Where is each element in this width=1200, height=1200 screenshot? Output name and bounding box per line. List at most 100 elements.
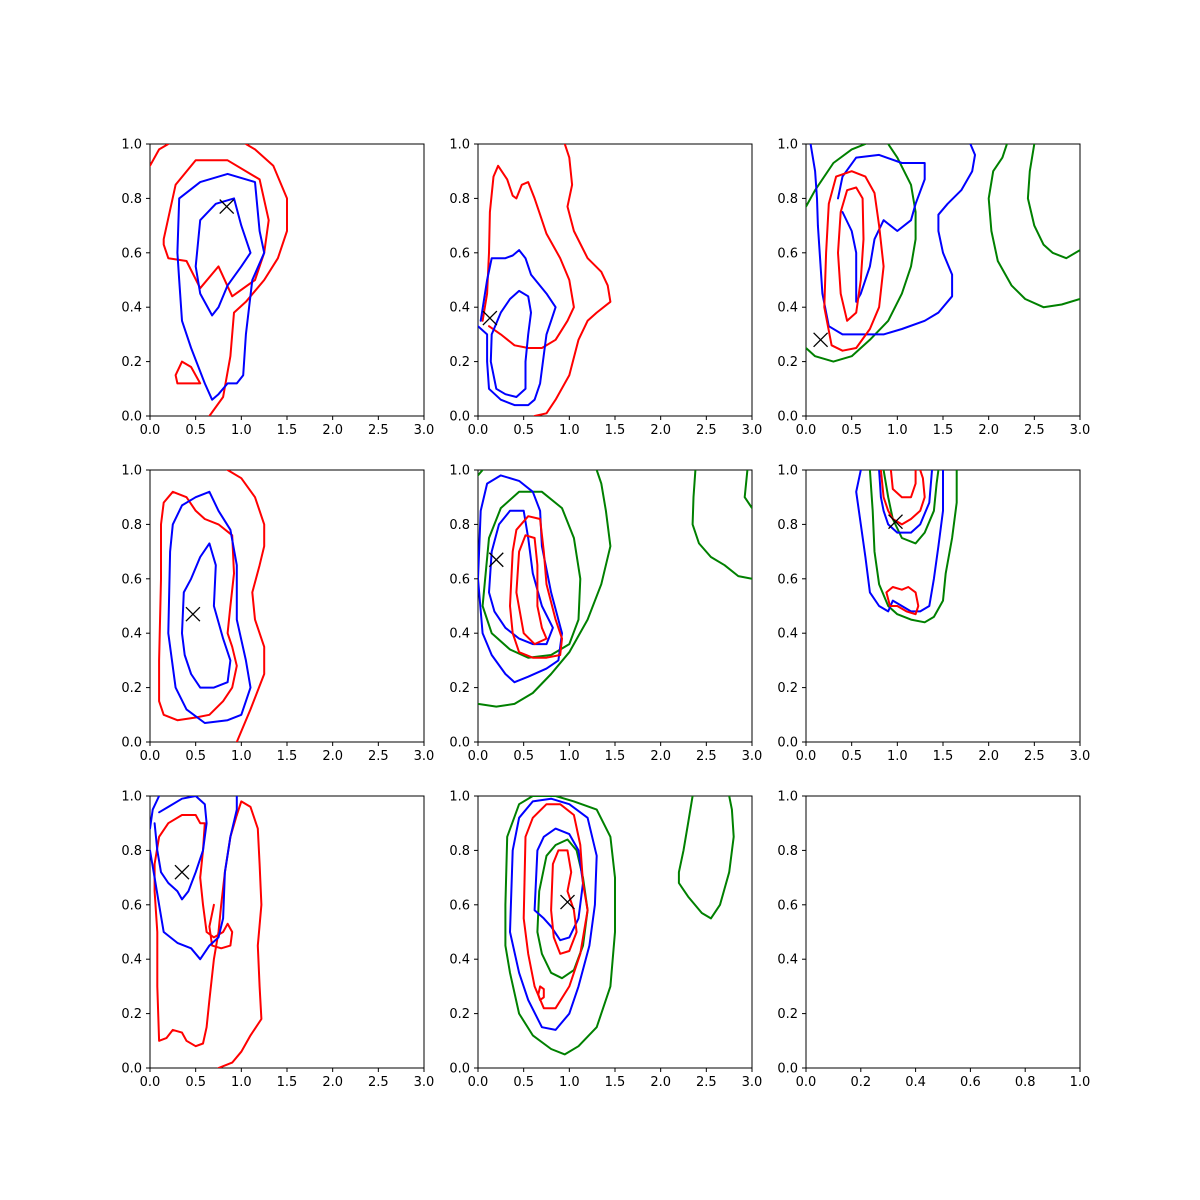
- chart-8-xtick-label-5: 1.0: [1070, 1075, 1091, 1090]
- chart-3-ytick-label-4: 0.8: [121, 518, 142, 533]
- chart-2-xtick-label-2: 1.0: [887, 423, 908, 438]
- chart-7-xtick-label-4: 2.0: [650, 1075, 671, 1090]
- chart-6-ytick-label-0: 0.0: [121, 1062, 142, 1077]
- chart-8-ytick-label-3: 0.6: [777, 898, 798, 913]
- chart-7-xtick-label-5: 2.5: [696, 1075, 717, 1090]
- chart-5-plot-area: [855, 470, 958, 624]
- chart-8-xtick-label-1: 0.2: [850, 1075, 871, 1090]
- chart-6-ytick-label-3: 0.6: [121, 898, 142, 913]
- chart-6-xtick-label-2: 1.0: [231, 1075, 252, 1090]
- chart-5-ytick-label-0: 0.0: [777, 736, 798, 751]
- chart-0-xtick-label-5: 2.5: [368, 423, 389, 438]
- chart-6-x-marker: [174, 864, 190, 880]
- chart-7-x-marker-stroke-b: [560, 894, 575, 910]
- chart-7-plot-area: [504, 796, 735, 1056]
- chart-2-ytick-label-0: 0.0: [777, 410, 798, 425]
- chart-4-ytick-label-0: 0.0: [449, 736, 470, 751]
- chart-5-ytick-label-5: 1.0: [777, 464, 798, 479]
- chart-6-plot-area: [150, 796, 263, 1068]
- chart-0-ytick-label-2: 0.4: [121, 301, 142, 316]
- subplot-r1-c0: 0.0 0.5 1.0 1.5 2.0 2.5 3.0 0.0 0.2 0.4 0.6 0.8 1.0: [121, 464, 434, 765]
- chart-7-xtick-label-0: 0.0: [468, 1075, 489, 1090]
- chart-5-contour-blue-3: [878, 470, 933, 534]
- chart-3-ytick-label-5: 1.0: [121, 464, 142, 479]
- chart-3-xtick-label-6: 3.0: [414, 749, 435, 764]
- chart-4-contour-green-1: [478, 470, 484, 477]
- chart-8-ytick-label-2: 0.4: [777, 953, 798, 968]
- chart-7-ytick-label-3: 0.6: [449, 898, 470, 913]
- chart-8-ytick-label-4: 0.8: [777, 844, 798, 859]
- chart-4-ytick-label-5: 1.0: [449, 464, 470, 479]
- chart-7-ytick-label-0: 0.0: [449, 1062, 470, 1077]
- chart-8-xtick-label-3: 0.6: [960, 1075, 981, 1090]
- chart-2-plot-area: [806, 144, 1080, 363]
- chart-4-ytick-label-4: 0.8: [449, 518, 470, 533]
- chart-3-ytick-label-1: 0.2: [121, 681, 142, 696]
- chart-8-xtick-label-2: 0.4: [905, 1075, 926, 1090]
- chart-3-axes-frame: [149, 469, 425, 743]
- chart-1-ytick-label-5: 1.0: [449, 138, 470, 153]
- chart-4-ytick-label-3: 0.6: [449, 572, 470, 587]
- chart-1-ytick-label-4: 0.8: [449, 192, 470, 207]
- chart-4-xtick-label-6: 3.0: [742, 749, 763, 764]
- chart-6-xtick-label-6: 3.0: [414, 1075, 435, 1090]
- chart-4-contour-green-3: [691, 470, 752, 580]
- chart-5-xtick-label-3: 1.5: [933, 749, 954, 764]
- chart-5-contour-red-4: [879, 470, 926, 526]
- chart-6-xtick-label-3: 1.5: [277, 1075, 298, 1090]
- chart-6-xtick-label-1: 0.5: [185, 1075, 206, 1090]
- subplot-r0-c2: 0.0 0.5 1.0 1.5 2.0 2.5 3.0 0.0 0.2 0.4 0.6 0.8 1.0: [777, 138, 1090, 439]
- chart-1-xtick-label-3: 1.5: [605, 423, 626, 438]
- chart-3-contour-blue-2: [167, 490, 252, 724]
- chart-5-contour-green-0: [868, 470, 958, 624]
- chart-3-ytick-label-3: 0.6: [121, 572, 142, 587]
- chart-0-xtick-label-0: 0.0: [140, 423, 161, 438]
- chart-3-contour-blue-3: [181, 542, 232, 689]
- chart-3-xtick-label-5: 2.5: [368, 749, 389, 764]
- chart-8-ytick-label-1: 0.2: [777, 1007, 798, 1022]
- chart-3-xtick-label-1: 0.5: [185, 749, 206, 764]
- chart-6-xtick-label-5: 2.5: [368, 1075, 389, 1090]
- chart-5-xtick-label-6: 3.0: [1070, 749, 1091, 764]
- chart-0-ytick-label-5: 1.0: [121, 138, 142, 153]
- chart-5-ytick-label-1: 0.2: [777, 681, 798, 696]
- subplot-r1-c2: 0.0 0.5 1.0 1.5 2.0 2.5 3.0 0.0 0.2 0.4 0.6 0.8 1.0: [777, 464, 1090, 765]
- chart-4-xtick-label-4: 2.0: [650, 749, 671, 764]
- chart-2-ytick-label-1: 0.2: [777, 355, 798, 370]
- chart-4-contour-green-4: [743, 470, 752, 510]
- chart-4-x-marker: [488, 552, 504, 568]
- chart-5-xtick-label-5: 2.5: [1024, 749, 1045, 764]
- chart-7-xtick-label-1: 0.5: [513, 1075, 534, 1090]
- chart-2-xtick-label-5: 2.5: [1024, 423, 1045, 438]
- chart-4-ytick-label-1: 0.2: [449, 681, 470, 696]
- chart-5-xtick-label-2: 1.0: [887, 749, 908, 764]
- chart-5-contour-green-1: [882, 470, 940, 545]
- chart-2-contour-green-1: [806, 144, 867, 208]
- chart-1-contour-red-1: [481, 164, 575, 349]
- chart-5-xtick-label-1: 0.5: [841, 749, 862, 764]
- chart-8-ytick-label-0: 0.0: [777, 1062, 798, 1077]
- chart-7-xtick-label-2: 1.0: [559, 1075, 580, 1090]
- chart-4-xtick-label-0: 0.0: [468, 749, 489, 764]
- chart-4-contour-red-8: [515, 534, 548, 646]
- chart-0-contour-red-3: [174, 360, 202, 385]
- chart-2-contour-red-7: [837, 186, 865, 322]
- chart-7-ytick-label-1: 0.2: [449, 1007, 470, 1022]
- chart-7-x-marker: [560, 894, 575, 910]
- chart-8-axes-frame: [805, 795, 1081, 1069]
- chart-0-xtick-label-6: 3.0: [414, 423, 435, 438]
- chart-2-contour-green-0: [806, 144, 917, 363]
- chart-4-x-marker-stroke-b: [488, 552, 504, 568]
- chart-6-contour-blue-2: [150, 796, 161, 830]
- subplot-r0-c0: 0.0 0.5 1.0 1.5 2.0 2.5 3.0 0.0 0.2 0.4 0.6 0.8 1.0: [121, 138, 434, 439]
- chart-5-x-marker-stroke-b: [888, 514, 903, 530]
- chart-1-axes-frame: [477, 143, 753, 417]
- chart-1-ytick-label-3: 0.6: [449, 246, 470, 261]
- chart-7-ytick-label-5: 1.0: [449, 790, 470, 805]
- chart-1-plot-area: [478, 144, 612, 416]
- chart-0-contour-blue-4: [176, 172, 266, 401]
- chart-6-ytick-label-2: 0.4: [121, 953, 142, 968]
- chart-7-ytick-label-4: 0.8: [449, 844, 470, 859]
- chart-2-xtick-label-3: 1.5: [933, 423, 954, 438]
